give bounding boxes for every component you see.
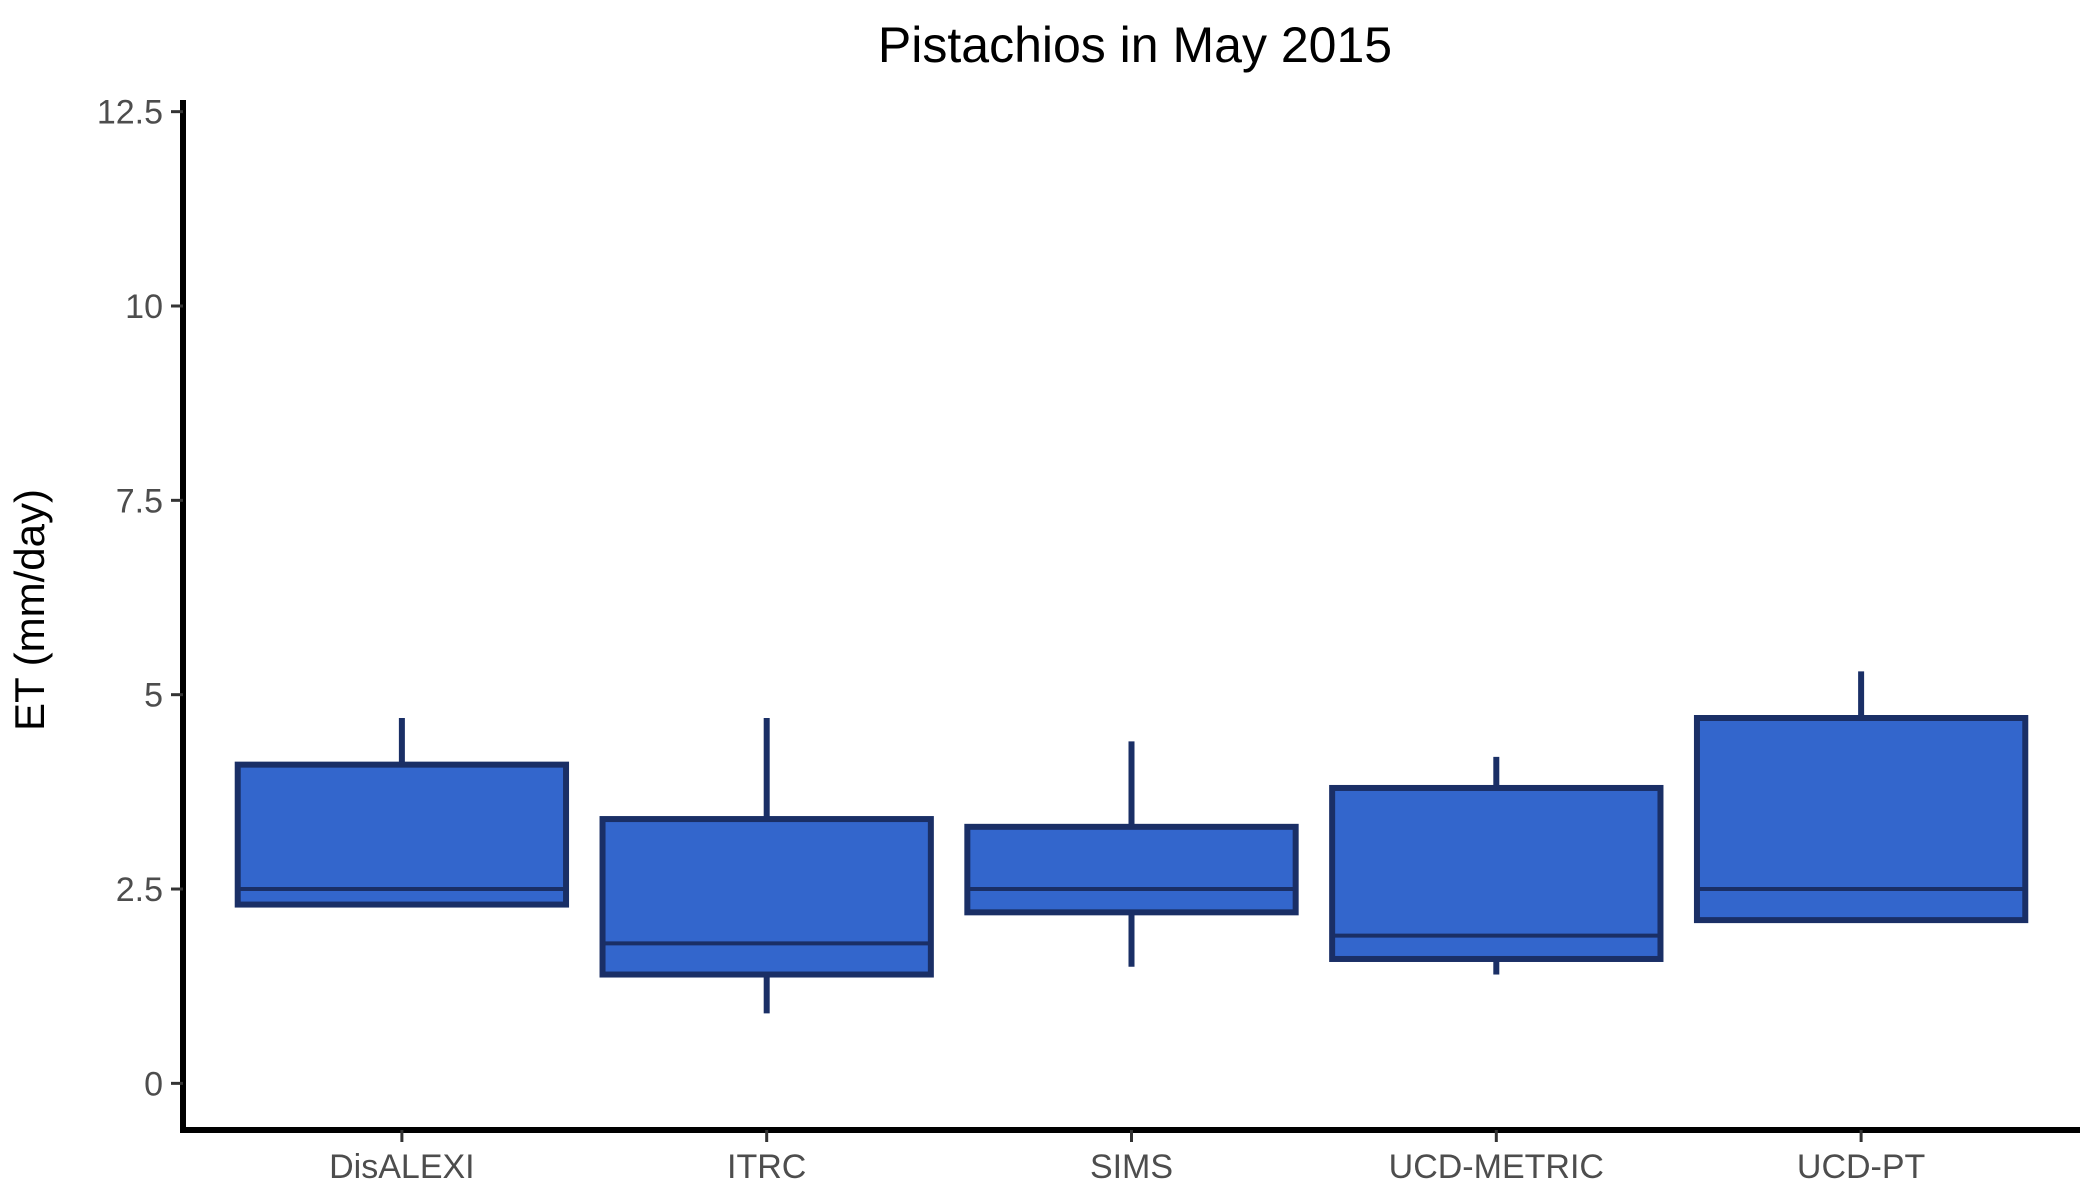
x-tick-label: DisALEXI — [329, 1148, 475, 1186]
y-tick-label: 0 — [144, 1065, 163, 1103]
box-ucd-pt — [1693, 671, 2029, 924]
y-axis-title: ET (mm/day) — [6, 489, 53, 731]
y-tick-label: 5 — [144, 677, 163, 715]
x-tick-label: UCD-METRIC — [1389, 1148, 1604, 1186]
box-disalexi — [234, 718, 570, 908]
box-iqr — [599, 816, 934, 978]
y-tick-label: 2.5 — [116, 871, 163, 909]
x-tick-label: SIMS — [1090, 1148, 1173, 1186]
chart-title: Pistachios in May 2015 — [878, 17, 1392, 73]
x-tick-label: UCD-PT — [1797, 1148, 1925, 1186]
y-tick-label: 12.5 — [97, 94, 163, 132]
box-iqr — [1693, 715, 2029, 924]
y-tick-label: 7.5 — [116, 482, 163, 520]
box-sims — [964, 741, 1299, 967]
x-ticks-layer: DisALEXI ITRC SIMS UCD-METRIC UCD-PT — [329, 1130, 1925, 1186]
box-iqr — [234, 761, 570, 908]
axes-layer — [180, 100, 2080, 1133]
y-tick-label: 10 — [125, 288, 163, 326]
box-ucd-metric — [1329, 756, 1664, 975]
box-itrc — [599, 718, 934, 1014]
boxes-layer — [234, 671, 2029, 1014]
box-iqr — [964, 823, 1299, 916]
y-ticks-layer: 0 2.5 5 7.5 10 12.5 — [97, 94, 183, 1103]
box-iqr — [1329, 784, 1664, 962]
x-tick-label: ITRC — [727, 1148, 806, 1186]
